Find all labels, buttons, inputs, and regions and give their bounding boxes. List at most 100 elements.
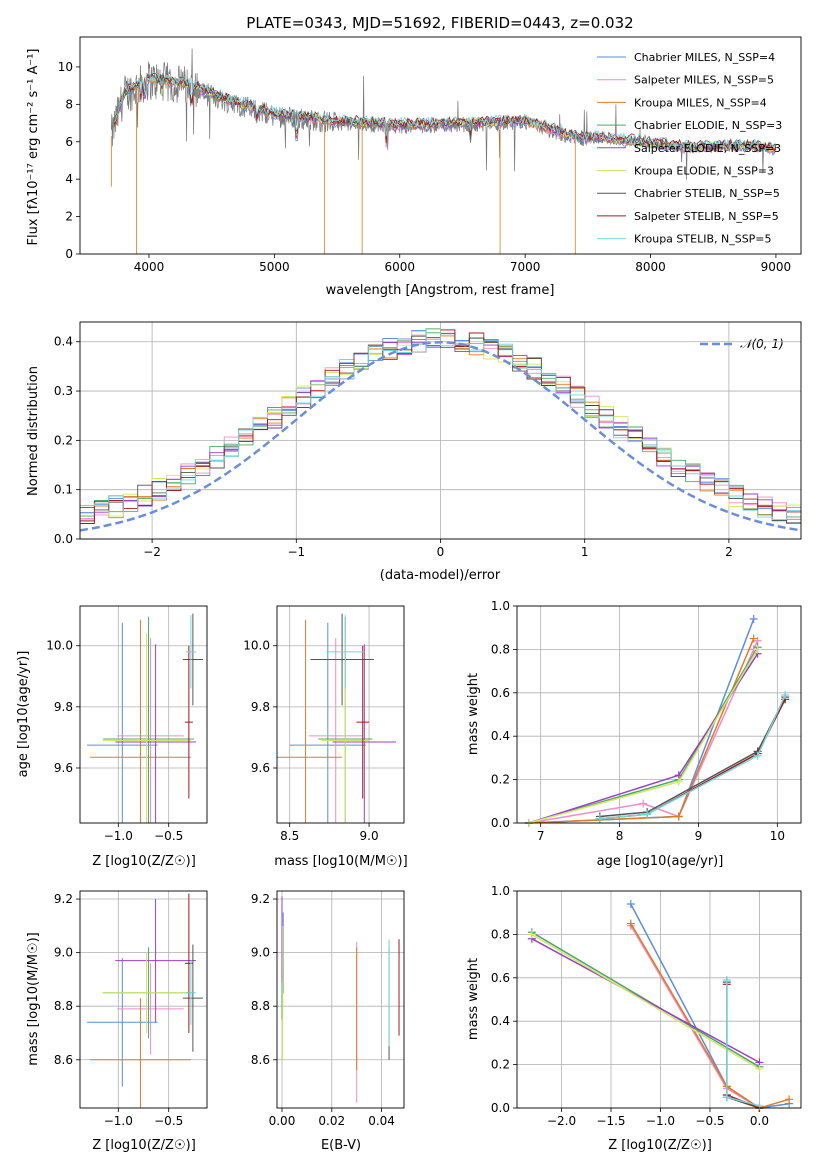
y-tick-label: 8.6: [54, 1053, 73, 1067]
x-tick-label: 5000: [259, 260, 290, 274]
plus-marker: [674, 777, 683, 786]
y-tick-label: 0.2: [491, 1058, 510, 1072]
mass-vs-metallicity-panel: Z [log10(Z/Z☉)] mass [log10(M/M☉)] −1.0 −…: [26, 890, 208, 1153]
x-tick-label: 9.0: [360, 829, 379, 843]
y-tick-label: 10.0: [243, 639, 270, 653]
reference-curve-label: 𝒩(0, 1): [740, 337, 784, 351]
plus-marker: [527, 930, 536, 939]
wZ-ylabel: mass weight: [466, 958, 481, 1040]
y-tick-label: 1.0: [491, 884, 510, 898]
age-vs-metallicity-panel: Z [log10(Z/Z☉)] age [log10(age/yr)] −1.0…: [16, 605, 208, 869]
plus-marker: [626, 900, 635, 909]
plus-marker: [722, 975, 731, 984]
x-tick-label: 0.04: [368, 1114, 395, 1128]
weight-series-line: [531, 938, 760, 1064]
y-tick-label: 0.0: [491, 816, 510, 830]
x-tick-label: 6000: [384, 260, 415, 274]
y-tick-label: 0.2: [54, 433, 73, 447]
y-tick-label: 9.8: [54, 700, 73, 714]
plot-frame: [516, 890, 802, 1109]
weight-series-line: [528, 653, 759, 823]
y-tick-label: 2: [65, 210, 73, 224]
x-tick-label: −1.5: [596, 1114, 625, 1128]
y-tick-label: 0.4: [491, 1014, 510, 1028]
x-tick-label: 0.02: [318, 1114, 345, 1128]
x-tick-label: 8000: [635, 260, 666, 274]
wAge-ylabel: mass weight: [466, 673, 481, 755]
y-tick-label: 0.4: [54, 335, 73, 349]
x-tick-label: 4000: [134, 260, 165, 274]
x-tick-label: −2: [143, 545, 161, 559]
legend-label: Salpeter ELODIE, N_SSP=3: [634, 142, 781, 155]
y-tick-label: 0.3: [54, 384, 73, 398]
plot-frame: [79, 36, 802, 255]
mass-vs-extinction-panel: E(B-V) 0.00 0.02 0.04 8.6 8.8 9.0 9.2: [251, 890, 405, 1153]
residual-histogram-panel: (data-model)/error Normed distribution 𝒩…: [26, 321, 802, 583]
ageZ-xlabel: Z [log10(Z/Z☉)]: [92, 854, 196, 869]
x-tick-label: −0.5: [154, 829, 183, 843]
plot-frame: [516, 605, 802, 824]
x-tick-label: 9000: [761, 260, 792, 274]
x-tick-label: 0.0: [750, 1114, 769, 1128]
observed-spectrum-line: [110, 48, 776, 180]
spectrum-xlabel: wavelength [Angstrom, rest frame]: [326, 283, 555, 298]
plus-marker: [785, 1095, 794, 1104]
y-tick-label: 8.8: [54, 999, 73, 1013]
x-tick-label: 10: [770, 829, 785, 843]
legend-label: Chabrier MILES, N_SSP=4: [634, 51, 775, 64]
y-tick-label: 9.8: [251, 700, 270, 714]
legend-label: Chabrier ELODIE, N_SSP=3: [634, 119, 782, 132]
wZ-xlabel: Z [log10(Z/Z☉)]: [608, 1138, 712, 1153]
plus-marker: [755, 1101, 764, 1110]
massZ-xlabel: Z [log10(Z/Z☉)]: [92, 1138, 196, 1153]
plus-marker: [755, 1064, 764, 1073]
weight-vs-metallicity-panel: Z [log10(Z/Z☉)] mass weight −2.0 −1.5 −1.0…: [466, 884, 802, 1153]
plot-frame: [79, 321, 802, 540]
plot-frame: [79, 605, 208, 824]
legend-label: Salpeter STELIB, N_SSP=5: [634, 210, 779, 223]
x-tick-label: −1: [287, 545, 305, 559]
plus-marker: [643, 810, 652, 819]
residuals-ylabel: Normed distribution: [26, 366, 41, 496]
y-tick-label: 8: [65, 97, 73, 111]
plus-marker: [753, 751, 762, 760]
y-tick-label: 9.0: [251, 946, 270, 960]
y-tick-label: 0.8: [491, 642, 510, 656]
x-tick-label: 9: [695, 829, 703, 843]
ageM-xlabel: mass [log10(M/M☉)]: [274, 854, 407, 869]
y-tick-label: 0.8: [491, 927, 510, 941]
spectrum-title: PLATE=0343, MJD=51692, FIBERID=0443, z=0…: [246, 14, 633, 32]
legend-label: Kroupa ELODIE, N_SSP=3: [634, 165, 774, 178]
plus-marker: [639, 799, 648, 808]
y-tick-label: 0.1: [54, 483, 73, 497]
model-spectrum-line: [113, 72, 777, 151]
plus-marker: [674, 812, 683, 821]
weight-series-line: [599, 694, 786, 820]
y-tick-label: 0.0: [491, 1101, 510, 1115]
x-tick-label: −1.0: [104, 1114, 133, 1128]
x-tick-label: −1.0: [104, 829, 133, 843]
histogram-step-line: [80, 328, 801, 521]
massE-xlabel: E(B-V): [321, 1138, 361, 1153]
weight-vs-age-panel: age [log10(age/yr)] mass weight 7 8 9 10 0.0…: [466, 599, 802, 869]
y-tick-label: 0.2: [491, 773, 510, 787]
x-tick-label: 1: [581, 545, 589, 559]
spectrum-ylabel: Flux [fλ10⁻¹⁷ erg cm⁻² s⁻¹ A⁻¹]: [26, 49, 41, 246]
x-tick-label: −2.0: [547, 1114, 576, 1128]
legend-label: Kroupa STELIB, N_SSP=5: [634, 233, 772, 246]
x-tick-label: 8: [616, 829, 624, 843]
x-tick-label: −0.5: [154, 1114, 183, 1128]
model-spectrum-line: [113, 74, 777, 153]
weight-series-line: [528, 646, 759, 823]
plus-marker: [749, 634, 758, 643]
legend-label: Salpeter MILES, N_SSP=5: [634, 74, 774, 87]
weight-series-line: [630, 923, 790, 1108]
y-tick-label: 1.0: [491, 599, 510, 613]
y-tick-label: 4: [65, 172, 73, 186]
weight-series-line: [630, 925, 760, 1108]
y-tick-label: 0.6: [491, 686, 510, 700]
ageZ-ylabel: age [log10(age/yr)]: [16, 651, 31, 778]
y-tick-label: 10.0: [46, 639, 73, 653]
massZ-ylabel: mass [log10(M/M☉)]: [26, 932, 41, 1065]
